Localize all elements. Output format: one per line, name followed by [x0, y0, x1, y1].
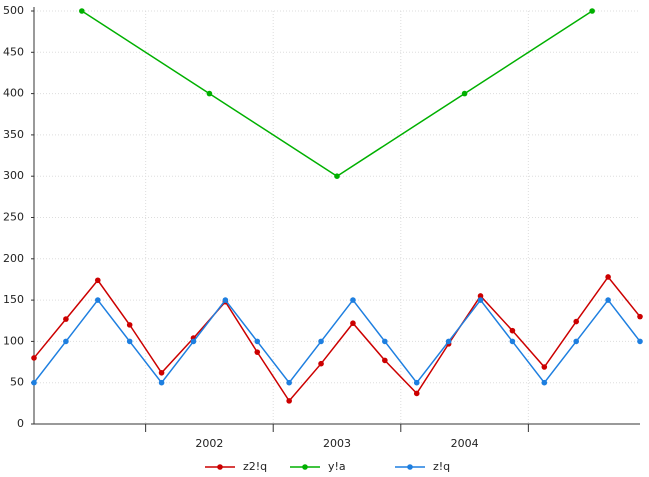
x-tick-label: 2004 [451, 437, 479, 450]
legend-label: y!a [328, 460, 346, 473]
point [382, 338, 388, 345]
legend-marker [407, 464, 413, 470]
point [79, 8, 85, 14]
point [413, 379, 420, 386]
point [318, 338, 324, 345]
point [573, 318, 580, 325]
point [637, 338, 643, 345]
y-tick-label: 300 [3, 169, 24, 182]
point [94, 277, 101, 284]
point [461, 90, 468, 97]
point [286, 379, 292, 386]
series-line [33, 275, 641, 403]
point [605, 274, 611, 280]
x-tick-label: 2003 [323, 437, 351, 450]
y-tick-label: 250 [3, 211, 24, 224]
point [509, 327, 516, 334]
point [350, 297, 356, 303]
y-tick-label: 100 [3, 334, 24, 347]
y-tick-label: 150 [3, 293, 24, 306]
point [382, 357, 388, 364]
point [222, 297, 229, 303]
legend-marker [217, 464, 223, 470]
point [158, 379, 165, 386]
point [573, 338, 580, 345]
y-tick-label: 350 [3, 128, 24, 141]
point [413, 390, 420, 397]
point [286, 398, 292, 404]
x-tick-label: 2002 [195, 437, 223, 450]
point [158, 369, 165, 376]
point [31, 379, 37, 386]
point [605, 297, 611, 303]
point [589, 8, 595, 14]
point [477, 293, 484, 299]
point [63, 316, 69, 322]
legend-marker [302, 464, 308, 470]
legend-label: z2!q [243, 460, 267, 473]
point [637, 313, 643, 320]
point [126, 322, 133, 328]
point [445, 338, 452, 345]
point [541, 379, 548, 386]
point [190, 338, 197, 345]
point [477, 297, 484, 303]
legend-label: z!q [433, 460, 450, 473]
point [254, 349, 261, 355]
point [509, 338, 516, 345]
point [94, 297, 101, 303]
y-tick-label: 0 [17, 417, 24, 430]
point [31, 355, 37, 361]
y-tick-label: 400 [3, 87, 24, 100]
point [254, 338, 261, 345]
point [350, 320, 356, 327]
series-line [33, 298, 641, 384]
y-tick-label: 50 [10, 376, 24, 389]
y-tick-label: 500 [3, 4, 24, 17]
point [126, 338, 133, 345]
point [334, 173, 340, 179]
point [206, 90, 213, 97]
y-tick-label: 450 [3, 45, 24, 58]
point [63, 338, 69, 345]
y-tick-label: 200 [3, 252, 24, 265]
point [541, 364, 548, 370]
point [318, 360, 324, 367]
